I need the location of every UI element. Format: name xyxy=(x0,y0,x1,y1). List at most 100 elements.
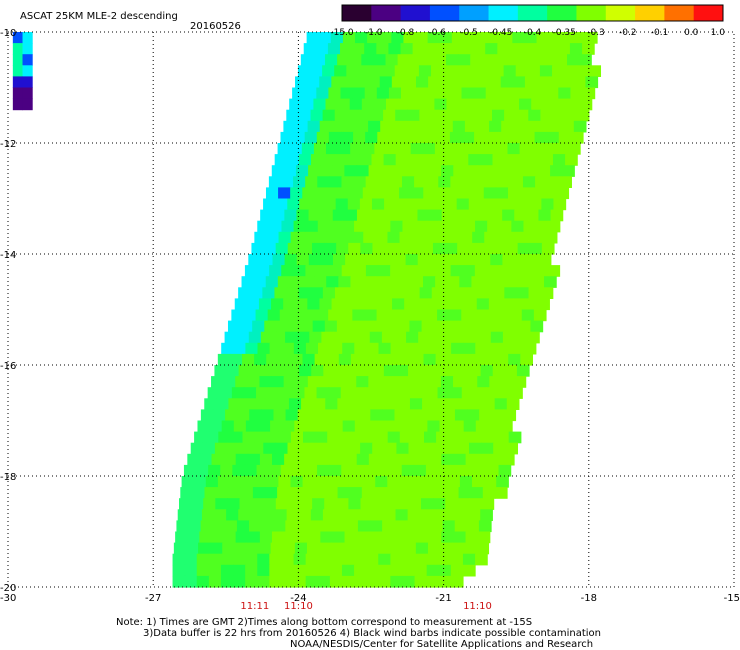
swath-cell xyxy=(426,575,440,588)
swath-cell xyxy=(356,531,370,544)
colorbar-segment xyxy=(576,5,607,21)
swath-cell xyxy=(452,120,466,133)
swath-cell xyxy=(385,320,398,333)
swath-cell xyxy=(550,165,563,177)
swath-cell xyxy=(461,87,475,100)
swath-cell xyxy=(346,65,360,77)
swath-cell xyxy=(454,254,467,266)
swath-cell xyxy=(464,298,478,311)
swath-cell xyxy=(342,420,356,433)
swath-cell xyxy=(544,231,558,244)
swath-cell xyxy=(506,320,519,333)
colorbar-segment xyxy=(342,5,372,21)
swath-cell xyxy=(354,575,367,588)
swath-cell xyxy=(486,176,500,188)
swath-cell xyxy=(482,398,496,410)
swath-cell xyxy=(375,231,389,244)
swath-cell xyxy=(254,431,268,444)
swath-cell xyxy=(439,32,453,44)
fragment-cell xyxy=(22,87,33,100)
swath-cell xyxy=(360,242,374,255)
swath-cell xyxy=(347,365,361,377)
swath-cell xyxy=(426,564,440,577)
swath-cell xyxy=(411,431,425,444)
swath-cell xyxy=(200,520,214,533)
swath-cell xyxy=(361,54,375,66)
swath-cell xyxy=(181,476,195,488)
swath-cell xyxy=(386,187,400,200)
swath-cell xyxy=(459,276,473,288)
swath-cell xyxy=(462,553,476,566)
swath-cell xyxy=(469,320,483,333)
swath-cell xyxy=(338,276,352,288)
swath-cell xyxy=(407,509,421,521)
y-tick-label: -20 xyxy=(0,583,16,594)
swath-cell xyxy=(555,143,569,155)
swath-cell xyxy=(274,365,288,377)
swath-cell xyxy=(494,398,508,410)
swath-cell xyxy=(370,65,384,77)
swath-cell xyxy=(419,287,433,299)
swath-cell xyxy=(278,353,292,366)
swath-cell xyxy=(397,398,411,410)
swath-cell xyxy=(521,309,535,322)
swath-cell xyxy=(453,531,467,544)
swath-cell xyxy=(368,120,381,133)
swath-cell xyxy=(509,309,523,322)
swath-cell xyxy=(203,498,216,510)
swath-cell xyxy=(205,476,219,488)
swath-cell xyxy=(175,531,188,544)
swath-cell xyxy=(417,209,431,222)
colorbar-label: -0.8 xyxy=(397,28,415,38)
swath-cell xyxy=(481,242,495,255)
swath-cell xyxy=(237,409,250,422)
swath-cell xyxy=(528,154,542,166)
swath-cell xyxy=(269,220,283,233)
swath-cell xyxy=(458,54,471,66)
swath-cell xyxy=(403,32,417,44)
swath-cell xyxy=(306,542,320,555)
swath-cell xyxy=(434,143,448,155)
swath-cell xyxy=(271,376,285,388)
swath-cell xyxy=(335,509,348,521)
swath-cell xyxy=(504,365,518,377)
swath-cell xyxy=(391,32,405,44)
swath-cell xyxy=(281,342,295,355)
swath-cell xyxy=(222,542,235,555)
swath-cell xyxy=(338,143,351,155)
swath-cell xyxy=(440,120,454,133)
swath-cell xyxy=(343,76,357,89)
swath-cell xyxy=(366,342,380,355)
swath-cell xyxy=(470,54,483,66)
swath-cell xyxy=(287,365,300,377)
swath-cell xyxy=(558,87,572,100)
swath-cell xyxy=(419,154,433,166)
swath-cell xyxy=(243,309,257,322)
swath-cell xyxy=(402,553,416,566)
swath-cell xyxy=(480,365,494,377)
swath-cell xyxy=(227,498,241,510)
swath-cell xyxy=(560,32,574,44)
swath-cell xyxy=(520,353,534,366)
swath-cell xyxy=(399,231,413,244)
swath-cell xyxy=(513,120,526,133)
swath-cell xyxy=(312,54,326,66)
swath-cell xyxy=(333,409,347,422)
swath-cell xyxy=(379,298,393,311)
swath-cell xyxy=(499,265,512,277)
swath-cell xyxy=(401,131,415,144)
swath-cell xyxy=(474,464,488,477)
swath-cell xyxy=(406,331,419,344)
swath-cell xyxy=(465,453,479,466)
swath-cell xyxy=(250,365,264,377)
swath-cell xyxy=(441,453,455,466)
swath-cell xyxy=(358,109,372,122)
swath-cell xyxy=(410,487,423,499)
y-tick-label: -16 xyxy=(0,361,16,372)
swath-cell xyxy=(543,143,557,155)
swath-cell xyxy=(340,309,353,322)
swath-cell xyxy=(357,254,370,266)
swath-cell xyxy=(457,320,471,333)
swath-cell xyxy=(330,342,343,355)
swath-cell xyxy=(397,54,411,66)
